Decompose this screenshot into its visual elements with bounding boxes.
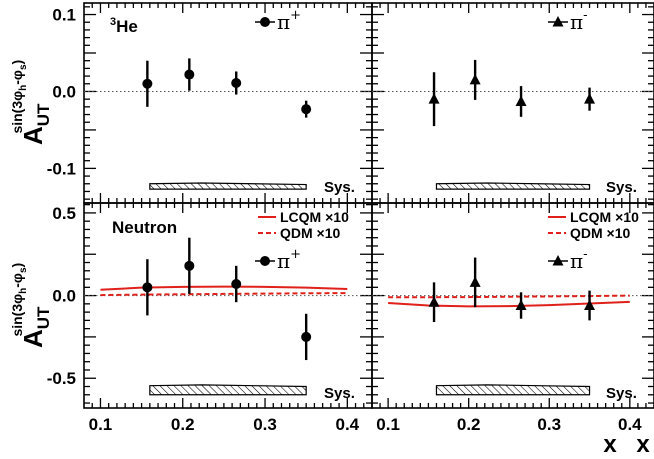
y-axis-title: AUT sin(3φh-φs) bbox=[9, 60, 53, 145]
y-title-sup: sin(3φ bbox=[9, 294, 25, 337]
data-point bbox=[184, 260, 195, 271]
legend-pi-plus-neutron: π+ bbox=[255, 247, 301, 273]
data-point bbox=[469, 276, 481, 287]
data-point bbox=[184, 69, 195, 80]
panel-label-neutron: Neutron bbox=[112, 218, 177, 237]
y-title-sup-end: ) bbox=[9, 60, 25, 65]
x-tick-label: 0.3 bbox=[537, 415, 561, 434]
x-tick-label: 0.3 bbox=[253, 415, 277, 434]
y-title-sup-mid: -φ bbox=[9, 273, 25, 288]
panel-frames bbox=[83, 2, 654, 409]
x-tick-label: 0.2 bbox=[171, 415, 195, 434]
pion-label: π+ bbox=[277, 247, 301, 273]
data-point bbox=[301, 331, 312, 342]
legend-label: LCQM ×10 bbox=[280, 209, 349, 225]
qdm-curve bbox=[100, 292, 348, 297]
isotope-number: 3 bbox=[110, 16, 116, 28]
legend-label: QDM ×10 bbox=[570, 225, 631, 241]
panel-frame-1-1 bbox=[371, 202, 654, 409]
data-point bbox=[584, 299, 596, 310]
sys-label: Sys. bbox=[606, 385, 637, 402]
isotope-name: He bbox=[116, 17, 138, 36]
legend-pi-minus-neutron: π- bbox=[548, 247, 588, 273]
data-point bbox=[584, 93, 596, 104]
y-title-sup-s: s bbox=[18, 267, 29, 273]
panel-frame-0-1 bbox=[371, 2, 654, 204]
sys-band bbox=[435, 182, 591, 190]
y-tick-label: 0.0 bbox=[52, 287, 76, 306]
data-point bbox=[428, 296, 440, 307]
data-point bbox=[515, 299, 527, 310]
pion-sup: + bbox=[290, 8, 301, 23]
panel-label-he3: 3He bbox=[110, 16, 138, 36]
x-tick-label: 0.4 bbox=[335, 415, 359, 434]
lcqm-curve bbox=[388, 300, 630, 308]
y-title-sub: UT bbox=[34, 103, 53, 126]
plot-content bbox=[100, 58, 630, 396]
y-tick-label: -0.5 bbox=[47, 369, 76, 388]
x-tick-label: 0.4 bbox=[618, 415, 642, 434]
sys-label: Sys. bbox=[324, 179, 355, 196]
y-title-sub: UT bbox=[34, 306, 53, 329]
figure-text: 0.1 0.0 -0.1 0.5 0.0 -0.5 0.1 0.2 0.3 0.4 0.1 0.2 0.… bbox=[9, 6, 650, 458]
y-tick-label: 0.5 bbox=[52, 204, 76, 223]
y-title-base: A bbox=[18, 126, 48, 145]
legend-label: LCQM ×10 bbox=[570, 209, 639, 225]
x-axis-title: x bbox=[636, 431, 650, 458]
data-point bbox=[301, 104, 312, 115]
y-tick-label: 0.1 bbox=[52, 6, 76, 25]
pion-label: π- bbox=[570, 247, 588, 273]
y-title-sup-h: h bbox=[18, 288, 29, 294]
y-title-sup-mid: -φ bbox=[9, 70, 25, 85]
sys-band bbox=[149, 182, 307, 190]
y-title-sup-h: h bbox=[18, 85, 29, 91]
y-title-sup-s: s bbox=[18, 64, 29, 70]
pion-sup: + bbox=[290, 247, 301, 262]
data-point bbox=[515, 95, 527, 106]
pion-label: π- bbox=[570, 8, 588, 34]
y-tick-label: -0.1 bbox=[47, 159, 76, 178]
sys-band bbox=[149, 384, 307, 396]
sys-label: Sys. bbox=[324, 385, 355, 402]
legend-label: QDM ×10 bbox=[280, 225, 341, 241]
y-axis-title: AUT sin(3φh-φs) bbox=[9, 263, 53, 348]
pion-sup: - bbox=[583, 8, 587, 23]
data-point bbox=[469, 73, 481, 85]
x-tick-label: 0.2 bbox=[457, 415, 481, 434]
data-point bbox=[142, 78, 153, 89]
data-point bbox=[231, 279, 242, 290]
legend-pi-plus-he3: π+ bbox=[255, 8, 301, 34]
x-tick-label: 0.1 bbox=[376, 415, 400, 434]
y-title-sup: sin(3φ bbox=[9, 91, 25, 134]
legend-pi-minus-he3: π- bbox=[548, 8, 588, 34]
x-tick-label: 0.1 bbox=[89, 415, 113, 434]
data-point bbox=[231, 78, 242, 88]
pion-label: π+ bbox=[277, 8, 301, 34]
data-point bbox=[428, 93, 440, 104]
lcqm-curve bbox=[100, 285, 348, 291]
y-title-sup-end: ) bbox=[9, 263, 25, 268]
sys-label: Sys. bbox=[606, 179, 637, 196]
x-axis-title: x bbox=[603, 431, 617, 458]
sys-band bbox=[435, 384, 591, 396]
data-point bbox=[142, 282, 153, 293]
y-title-base: A bbox=[18, 329, 48, 348]
pion-sup: - bbox=[583, 247, 587, 262]
y-tick-label: 0.0 bbox=[52, 82, 76, 101]
